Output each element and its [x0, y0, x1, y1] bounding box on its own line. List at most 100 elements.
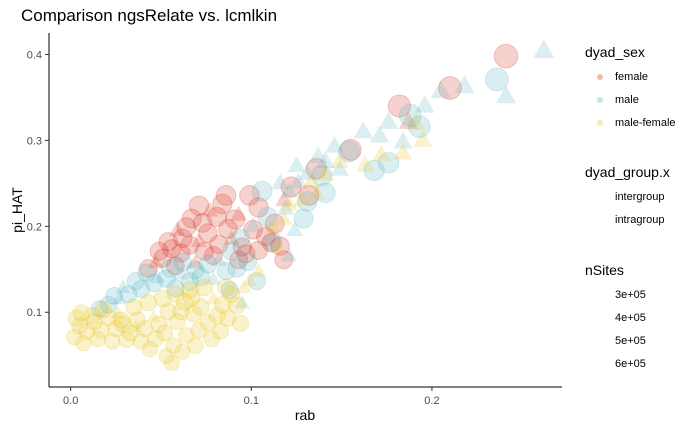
legend-item-5e05: 5e+05: [585, 329, 646, 352]
data-point: [205, 270, 222, 285]
series-male: [90, 39, 555, 318]
data-point: [221, 241, 241, 261]
data-point: [238, 252, 258, 271]
data-point: [212, 193, 233, 215]
data-point: [289, 172, 308, 189]
data-point: [393, 131, 413, 149]
data-point: [206, 206, 228, 227]
data-point: [198, 254, 218, 274]
data-point: [495, 85, 517, 104]
data-point: [160, 259, 180, 278]
data-point: [210, 251, 227, 266]
data-point: [153, 248, 173, 268]
data-point: [157, 269, 176, 288]
data-point: [337, 140, 360, 163]
data-point: [103, 333, 121, 350]
data-point: [65, 328, 83, 346]
data-point: [213, 295, 232, 314]
series-male-female: [65, 112, 433, 371]
y-tick-label: 0.3: [27, 135, 42, 147]
data-point: [244, 216, 262, 232]
data-point: [111, 290, 127, 305]
data-point: [99, 308, 118, 327]
data-point: [75, 334, 92, 352]
data-point: [144, 273, 163, 293]
data-point: [308, 146, 328, 163]
data-point: [173, 253, 193, 272]
data-point: [228, 296, 246, 315]
data-point: [398, 111, 419, 129]
data-point: [174, 343, 191, 360]
legend-label: female: [615, 70, 649, 83]
data-point: [230, 205, 248, 221]
data-point: [141, 341, 159, 358]
legend-key: [585, 352, 615, 375]
legend-key: [585, 208, 615, 231]
legend-item-intergroup: intergroup: [585, 185, 670, 208]
data-point: [190, 232, 208, 248]
data-point: [191, 267, 210, 287]
x-tick-label: 0.2: [424, 395, 439, 407]
data-point: [146, 309, 162, 323]
data-point: [231, 314, 250, 332]
data-point: [257, 206, 278, 227]
legend-label: 6e+05: [615, 357, 646, 370]
data-point: [90, 300, 109, 318]
x-tick-label: 0.0: [63, 395, 78, 407]
data-point: [119, 285, 138, 304]
data-point: [248, 240, 269, 260]
data-point: [355, 155, 375, 172]
data-point: [203, 330, 220, 348]
y-axis-title: pi_HAT: [9, 187, 25, 233]
data-point: [330, 151, 350, 168]
data-point: [149, 241, 169, 261]
legend-key: [585, 306, 615, 329]
data-point: [168, 313, 186, 331]
data-point: [234, 295, 250, 309]
data-point: [430, 80, 452, 99]
legend-label: male: [615, 93, 639, 106]
data-point: [188, 195, 210, 216]
data-point: [181, 208, 202, 229]
data-point: [168, 221, 186, 237]
data-point: [275, 190, 293, 207]
legend-item-intragroup: intragroup: [585, 208, 670, 231]
data-point: [274, 250, 294, 270]
legend-key: [585, 329, 615, 352]
data-point: [305, 158, 328, 180]
data-point: [99, 295, 118, 314]
data-point: [180, 280, 199, 299]
data-point: [293, 190, 311, 207]
data-point: [137, 263, 156, 282]
data-point: [485, 67, 509, 92]
data-point: [150, 315, 168, 333]
data-point: [324, 136, 344, 153]
legend-label: 5e+05: [615, 334, 646, 347]
data-point: [172, 302, 190, 321]
data-point: [94, 300, 112, 319]
data-point: [256, 226, 276, 247]
data-point: [280, 195, 298, 211]
data-point: [315, 182, 336, 204]
legend-dyad-sex: dyad_sex female male male-female: [585, 44, 676, 134]
data-point: [493, 43, 519, 69]
data-point: [156, 324, 174, 342]
data-point: [139, 293, 158, 312]
data-point: [166, 279, 185, 298]
data-point: [163, 354, 180, 371]
y-tick-label: 0.4: [27, 49, 42, 61]
data-point: [121, 324, 139, 342]
y-tick-label: 0.2: [27, 221, 42, 233]
data-point: [219, 309, 237, 327]
y-tick-label: 0.1: [27, 307, 42, 319]
data-point: [229, 250, 249, 270]
data-point: [227, 259, 247, 278]
data-point: [250, 263, 267, 277]
data-point: [377, 151, 400, 174]
data-point: [222, 285, 241, 304]
data-point: [387, 94, 412, 118]
data-point: [186, 260, 205, 280]
data-point: [132, 280, 151, 299]
data-point: [275, 210, 293, 226]
data-point: [166, 285, 185, 304]
